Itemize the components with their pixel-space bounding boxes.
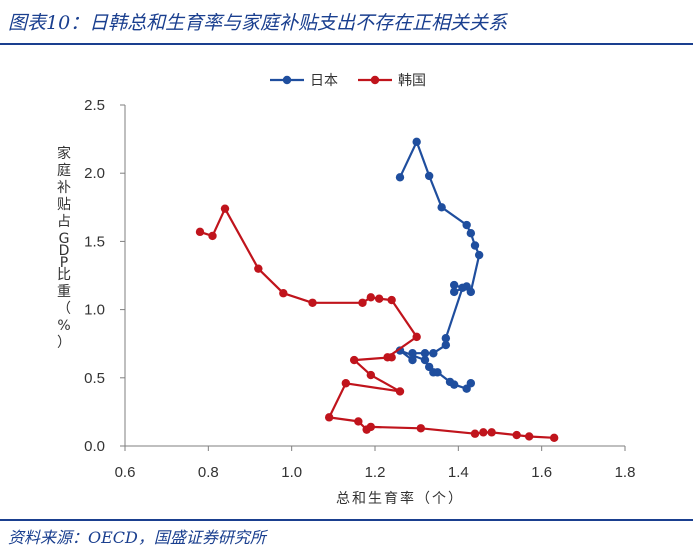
legend-swatch-marker (370, 75, 380, 85)
data-point (220, 204, 230, 213)
data-point (462, 220, 471, 230)
data-point (349, 355, 359, 365)
data-point (195, 227, 205, 237)
x-tick-label: 0.8 (198, 464, 219, 481)
data-point (412, 137, 421, 147)
data-point (449, 380, 459, 389)
data-point (424, 171, 434, 181)
y-tick-label: 2.5 (84, 97, 105, 114)
data-point (324, 413, 334, 422)
data-point (279, 289, 288, 298)
data-point (441, 340, 451, 350)
x-tick-label: 1.6 (531, 464, 552, 481)
data-point (354, 417, 363, 426)
data-point (458, 283, 467, 292)
legend-swatch-marker (282, 75, 292, 85)
data-point (408, 349, 417, 358)
y-axis-title: 家庭补贴占 G D P 比重（%） (57, 145, 71, 351)
data-point (387, 295, 396, 305)
y-tick-label: 0.0 (84, 438, 105, 455)
data-point (524, 432, 534, 441)
data-point (470, 241, 480, 250)
data-point (366, 370, 376, 380)
data-point (433, 368, 442, 377)
data-point (366, 422, 376, 432)
data-point (474, 250, 484, 260)
legend-label: 韩国 (398, 73, 426, 89)
data-point (395, 387, 405, 396)
x-tick-label: 1.2 (365, 464, 386, 481)
data-point (358, 298, 367, 307)
y-tick-label: 0.5 (84, 370, 105, 387)
data-point (416, 424, 426, 433)
data-point (466, 229, 476, 238)
chart-series-layer (195, 137, 559, 443)
series-0 (395, 137, 484, 393)
data-point (374, 294, 384, 303)
data-point (549, 433, 559, 443)
data-point (308, 298, 317, 307)
data-point (254, 264, 263, 273)
data-point (395, 173, 405, 182)
data-point (420, 349, 430, 358)
y-tick-label: 2.0 (84, 165, 105, 182)
source-note: 资料来源：OECD，国盛证券研究所 (8, 528, 266, 547)
title-rule (0, 43, 693, 45)
x-tick-label: 1.4 (448, 464, 469, 481)
data-point (441, 334, 451, 343)
y-tick-label: 1.5 (84, 233, 105, 250)
data-point (208, 231, 217, 241)
data-point (408, 355, 417, 365)
data-point (429, 349, 438, 358)
series-1 (195, 204, 559, 443)
source-rule (0, 519, 693, 521)
data-point (437, 203, 446, 212)
x-tick-label: 0.6 (115, 464, 136, 481)
x-tick-label: 1.8 (615, 464, 636, 481)
data-point (341, 379, 351, 388)
data-point (479, 428, 488, 437)
chart-axes: 0.6 0.8 1.0 1.2 1.4 1.6 1.8 0.0 0.5 1.0 1.5 2.0 2.5 (84, 97, 635, 481)
x-axis-title: 总和生育率（个） (336, 490, 464, 507)
data-point (512, 430, 521, 440)
y-tick-label: 1.0 (84, 302, 105, 319)
data-point (470, 429, 480, 438)
data-point (449, 287, 459, 297)
data-point (449, 280, 459, 290)
figure-title: 图表10：日韩总和生育率与家庭补贴支出不存在正相关关系 (8, 12, 508, 34)
data-point (487, 428, 496, 437)
data-point (412, 332, 421, 342)
data-point (420, 355, 430, 365)
data-point (387, 353, 396, 362)
legend-label: 日本 (310, 73, 338, 89)
series-line-1 (199, 207, 555, 439)
data-point (466, 379, 476, 388)
data-point (366, 293, 376, 302)
x-tick-label: 1.0 (281, 464, 302, 481)
chart-legend: 日本 韩国 (270, 73, 426, 89)
